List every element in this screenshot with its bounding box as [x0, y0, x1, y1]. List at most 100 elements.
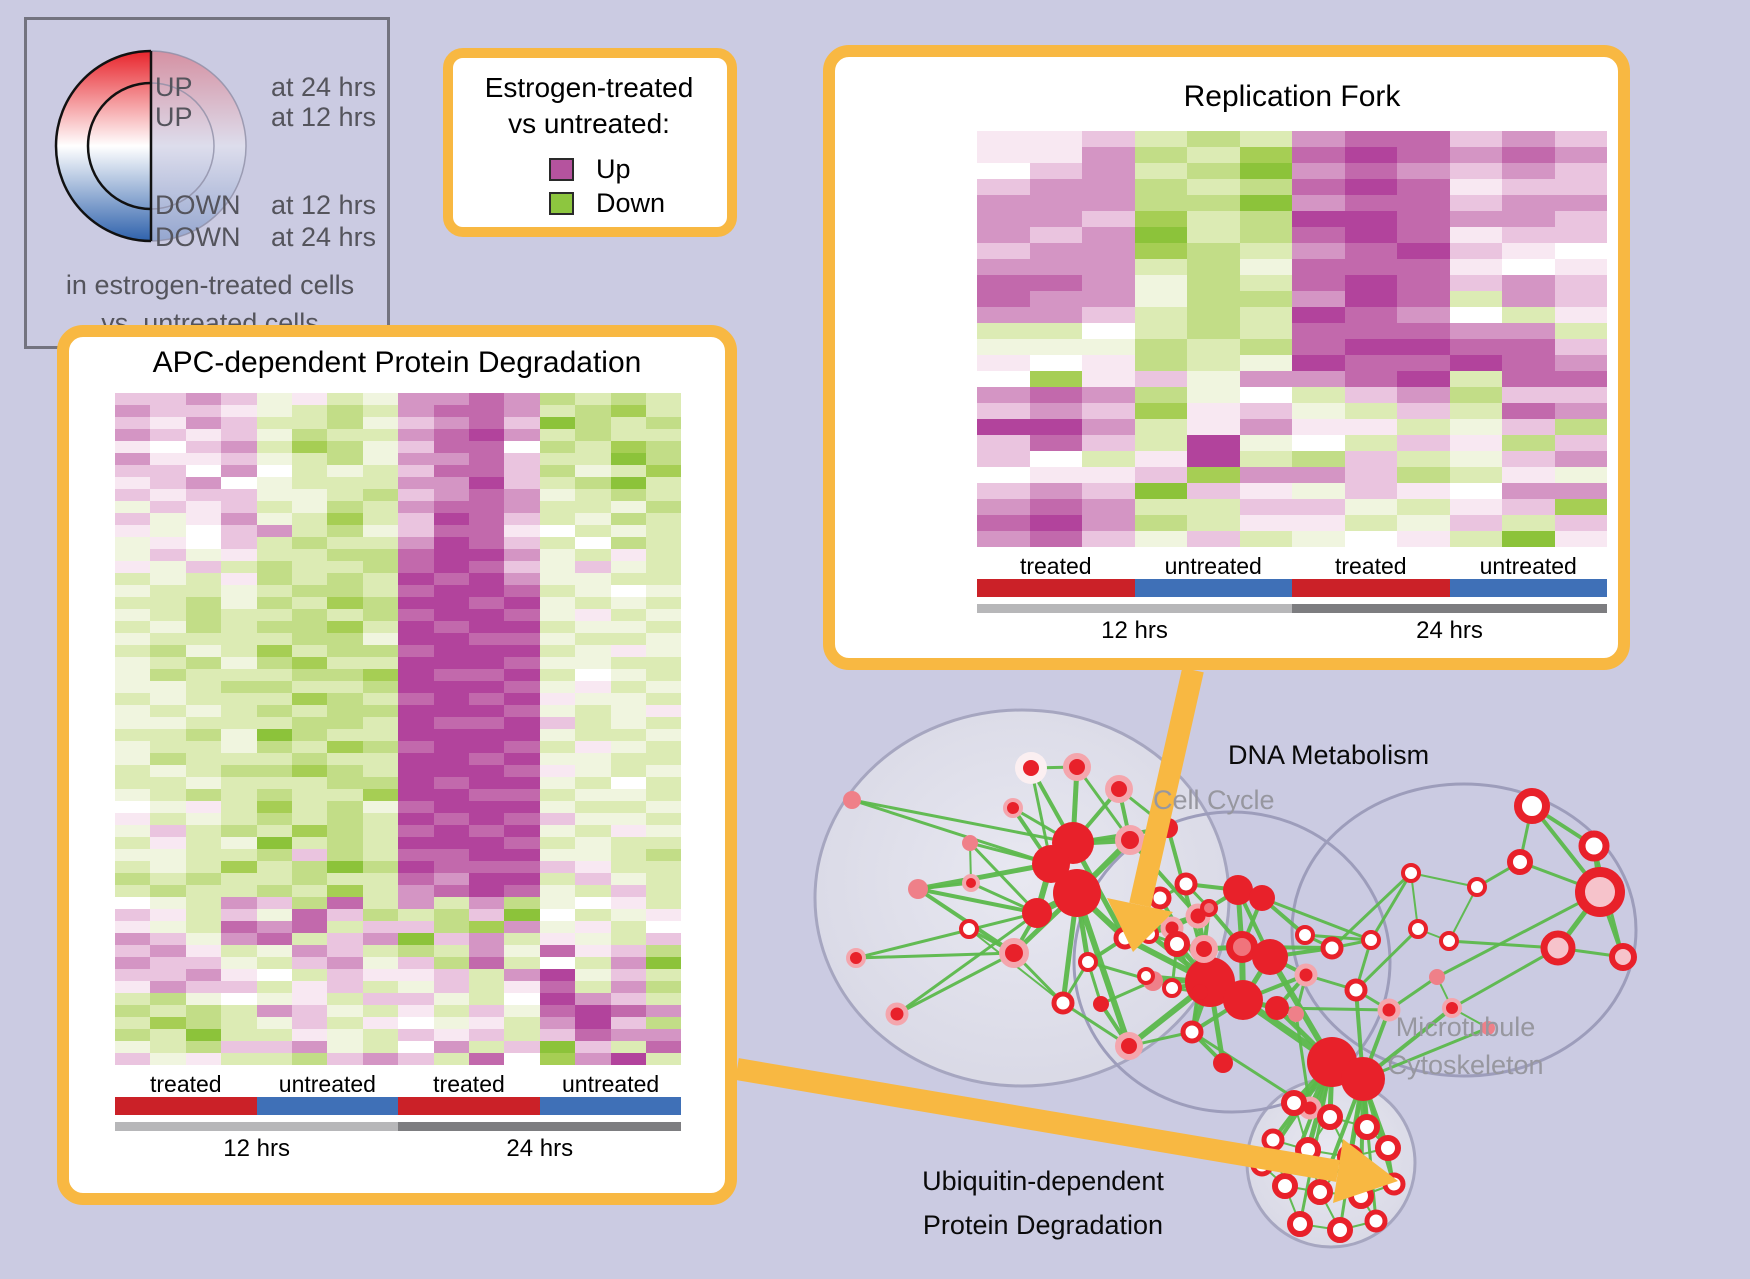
heatmap-cell	[291, 837, 328, 849]
heatmap-cell	[150, 921, 186, 933]
down-color-swatch	[549, 192, 574, 215]
time-label: 12 hrs	[1101, 617, 1168, 644]
heatmap-cell	[504, 1041, 540, 1053]
network-node-c12	[1162, 978, 1182, 998]
heatmap-cell	[539, 1029, 576, 1041]
heatmap-cell	[1029, 275, 1082, 291]
heatmap-cell	[150, 513, 186, 525]
heatmap-cell	[185, 609, 222, 621]
ring-row-time: at 12 hrs	[271, 190, 377, 220]
heatmap-cell	[575, 681, 611, 693]
heatmap-cell	[150, 537, 186, 549]
network-edge	[1148, 932, 1178, 946]
heatmap-cell	[1554, 307, 1607, 323]
network-node-d12	[1022, 898, 1052, 928]
heatmap-cell	[115, 849, 151, 861]
heatmap-cell	[1397, 323, 1450, 339]
hm-rf-cells	[977, 131, 1607, 547]
heatmap-cell	[1029, 451, 1082, 467]
heatmap-cell	[539, 789, 576, 801]
network-edge	[1329, 1116, 1351, 1158]
network-edge	[1598, 891, 1625, 958]
heatmap-cell	[327, 873, 363, 885]
heatmap-cell	[327, 705, 363, 717]
heatmap-cell	[645, 969, 682, 981]
heatmap-cell	[362, 825, 399, 837]
heatmap-cell	[1502, 451, 1555, 467]
heatmap-cell	[575, 513, 611, 525]
heatmap-cell	[150, 897, 186, 909]
heatmap-cell	[433, 825, 469, 837]
heatmap-cell	[150, 597, 186, 609]
heatmap-cell	[610, 777, 646, 789]
heatmap-cell	[115, 501, 151, 513]
heatmap-cell	[150, 1005, 186, 1017]
heatmap-cell	[645, 585, 682, 597]
network-edge	[1147, 897, 1162, 935]
heatmap-cell	[291, 465, 328, 477]
heatmap-cell	[327, 693, 363, 705]
heatmap-cell	[1187, 515, 1240, 531]
network-edge	[1260, 896, 1307, 937]
heatmap-cell	[504, 525, 540, 537]
heatmap-cell	[433, 633, 469, 645]
heatmap-cell	[468, 633, 505, 645]
network-edge	[1360, 1078, 1370, 1128]
heatmap-cell	[221, 585, 257, 597]
heatmap-cell	[185, 549, 222, 561]
heatmap-cell	[1187, 243, 1240, 259]
heatmap-cell	[1449, 243, 1502, 259]
heatmap-cell	[1554, 467, 1607, 483]
network-edge	[1199, 989, 1244, 1003]
heatmap-cell	[539, 1017, 576, 1029]
heatmap-cell	[115, 525, 151, 537]
heatmap-cell	[468, 825, 505, 837]
heatmap-cell	[1082, 179, 1135, 195]
heatmap-cell	[1029, 483, 1082, 499]
heatmap-cell	[185, 1029, 222, 1041]
ring-row-word: UP	[155, 72, 193, 102]
heatmap-cell	[468, 729, 505, 741]
heatmap-cell	[221, 489, 257, 501]
heatmap-cell	[362, 909, 399, 921]
heatmap-cell	[150, 813, 186, 825]
heatmap-cell	[575, 657, 611, 669]
heatmap-cell	[504, 669, 540, 681]
heatmap-cell	[645, 537, 682, 549]
heatmap-cell	[575, 717, 611, 729]
heatmap-cell	[645, 417, 682, 429]
heatmap-cell	[575, 777, 611, 789]
heatmap-cell	[221, 981, 257, 993]
heatmap-cell	[1292, 435, 1345, 451]
heatmap-cell	[221, 525, 257, 537]
heatmap-cell	[610, 861, 646, 873]
heatmap-cell	[539, 609, 576, 621]
heatmap-cell	[433, 609, 469, 621]
heatmap-cell	[645, 801, 682, 813]
heatmap-cell	[150, 825, 186, 837]
network-edge	[1012, 806, 1074, 845]
heatmap-cell	[327, 1005, 363, 1017]
network-edge	[1190, 998, 1245, 1034]
heatmap-cell	[610, 477, 646, 489]
heatmap-cell	[977, 499, 1030, 515]
network-node-u12	[1287, 1211, 1313, 1237]
heatmap-cell	[185, 693, 222, 705]
heatmap-cell	[256, 981, 292, 993]
heatmap-cell	[362, 921, 399, 933]
heatmap-cell	[610, 1053, 646, 1065]
heatmap-cell	[185, 1041, 222, 1053]
heatmap-cell	[539, 705, 576, 717]
heatmap-cell	[645, 861, 682, 873]
heatmap-cell	[1292, 451, 1345, 467]
heatmap-cell	[1029, 339, 1082, 355]
heatmap-cell	[1239, 499, 1292, 515]
heatmap-cell	[398, 669, 434, 681]
network-node-d11	[1158, 818, 1178, 838]
network-edge	[1070, 766, 1080, 844]
heatmap-cell	[977, 259, 1030, 275]
network-edge	[1128, 1030, 1193, 1048]
heatmap-cell	[977, 435, 1030, 451]
heatmap-cell	[398, 813, 434, 825]
condition-label: untreated	[1164, 553, 1262, 579]
